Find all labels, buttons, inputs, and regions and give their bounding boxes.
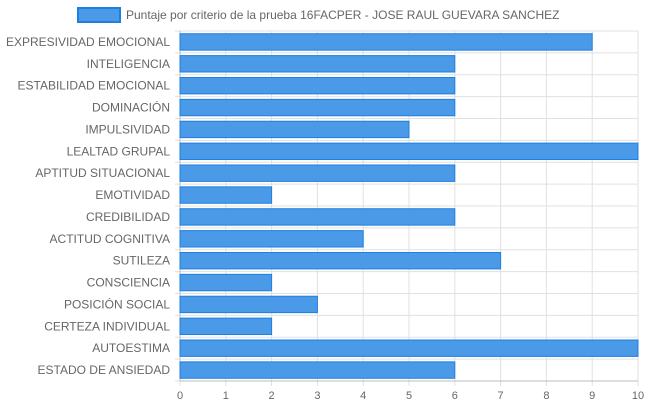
category-label: POSICIÓN SOCIAL xyxy=(64,296,170,311)
bar xyxy=(179,186,273,204)
category-label: EXPRESIVIDAD EMOCIONAL xyxy=(6,35,170,49)
bar xyxy=(179,295,318,314)
bar xyxy=(179,251,502,270)
bars xyxy=(179,33,639,379)
category-label: CERTEZA INDIVIDUAL xyxy=(44,319,170,333)
x-tick-label: 8 xyxy=(543,390,549,402)
category-label: SUTILEZA xyxy=(113,254,170,268)
bar xyxy=(179,120,410,139)
category-label: DOMINACIÓN xyxy=(92,100,170,115)
x-tick-label: 9 xyxy=(589,390,595,402)
category-label: AUTOESTIMA xyxy=(92,341,170,355)
legend[interactable]: Puntaje por criterio de la prueba 16FACP… xyxy=(77,7,560,23)
bar xyxy=(179,33,593,51)
bar xyxy=(179,230,364,248)
legend-label: Puntaje por criterio de la prueba 16FACP… xyxy=(126,8,560,22)
category-label: CREDIBILIDAD xyxy=(86,210,170,224)
x-tick-label: 4 xyxy=(360,390,366,402)
category-label: ACTITUD COGNITIVA xyxy=(50,232,170,246)
bar xyxy=(179,208,456,226)
x-axis-ticks: 0 1 2 3 4 5 6 7 8 9 10 xyxy=(177,390,644,402)
bar xyxy=(179,142,639,161)
legend-swatch xyxy=(77,7,121,23)
category-label: ESTADO DE ANSIEDAD xyxy=(38,363,171,377)
x-tick-label: 5 xyxy=(406,390,412,402)
bar xyxy=(179,361,456,379)
bar xyxy=(179,273,273,292)
category-label: CONSCIENCIA xyxy=(87,276,170,290)
bar xyxy=(179,317,273,336)
category-label: IMPULSIVIDAD xyxy=(85,122,170,136)
bar xyxy=(179,339,639,357)
x-tick-label: 7 xyxy=(498,390,504,402)
category-label: INTELIGENCIA xyxy=(87,57,170,71)
bar xyxy=(179,76,456,95)
x-tick-label: 1 xyxy=(223,390,229,402)
category-label: EMOTIVIDAD xyxy=(95,188,170,202)
category-label: ESTABILIDAD EMOCIONAL xyxy=(18,79,171,93)
x-tick-label: 3 xyxy=(314,390,320,402)
x-tick-label: 0 xyxy=(177,390,183,402)
bar xyxy=(179,55,456,73)
bar xyxy=(179,98,456,117)
bar xyxy=(179,164,456,182)
category-label: APTITUD SITUACIONAL xyxy=(35,166,170,180)
category-labels: EXPRESIVIDAD EMOCIONAL INTELIGENCIA ESTABI… xyxy=(6,35,170,377)
x-tick-label: 10 xyxy=(632,390,644,402)
category-label: LEALTAD GRUPAL xyxy=(67,144,171,158)
x-tick-label: 6 xyxy=(452,390,458,402)
x-tick-label: 2 xyxy=(269,390,275,402)
